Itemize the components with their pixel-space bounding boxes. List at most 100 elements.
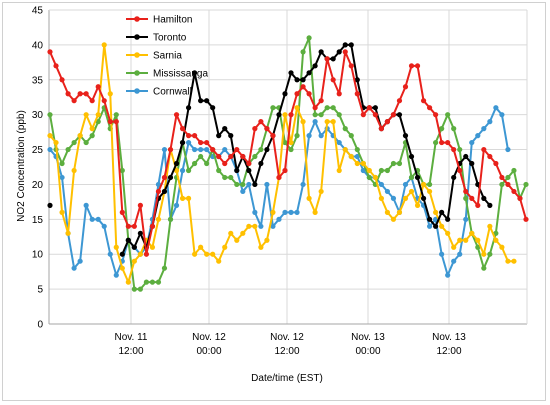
y-tick-label: 30 [32,110,44,121]
data-point-sarnia [420,181,427,188]
data-point-hamilton [378,126,384,132]
data-point-toronto [276,112,282,118]
data-point-sarnia [300,119,306,125]
data-point-sarnia [499,244,505,250]
data-point-toronto [258,160,264,167]
data-point-hamilton [342,49,348,55]
data-point-cornwall [457,251,463,257]
data-point-sarnia [294,105,300,111]
data-point-toronto [396,112,403,118]
data-point-sarnia [101,42,107,48]
data-point-mississauga [505,174,511,181]
data-point-sarnia [372,174,378,181]
legend-label-sarnia: Sarnia [153,51,182,62]
data-point-mississauga [137,286,143,292]
data-point-cornwall [77,258,83,264]
data-point-hamilton [258,119,264,125]
data-point-mississauga [445,112,451,118]
series-hamilton [47,49,529,257]
y-tick-label: 5 [37,285,43,296]
data-point-hamilton [276,174,282,181]
data-point-hamilton [306,91,312,97]
data-point-mississauga [282,139,288,146]
data-point-hamilton [270,133,276,139]
legend-label-cornwall: Cornwall [153,87,192,98]
data-point-cornwall [173,202,180,208]
data-point-hamilton [354,91,360,97]
data-point-mississauga [457,146,463,153]
data-point-sarnia [408,188,415,195]
data-point-sarnia [366,167,372,174]
data-point-sarnia [330,119,336,125]
data-point-mississauga [185,167,192,174]
data-point-cornwall [95,216,101,222]
data-point-mississauga [396,160,403,167]
data-point-mississauga [439,126,445,132]
data-point-toronto [252,181,258,188]
data-point-cornwall [264,181,270,188]
data-point-sarnia [216,258,222,264]
data-point-sarnia [83,112,89,118]
data-point-sarnia [348,153,354,160]
data-point-toronto [192,70,198,76]
data-point-toronto [228,133,234,139]
data-point-mississauga [463,195,469,201]
x-tick-labels: Nov. 11 12:00 Nov. 12 00:00 Nov. 12 12:00 Nov.… [115,332,467,357]
data-point-sarnia [137,251,143,257]
data-point-mississauga [354,146,360,153]
data-point-sarnia [47,133,53,139]
data-point-toronto [161,188,168,195]
data-point-mississauga [240,181,246,188]
data-point-cornwall [185,139,192,146]
data-point-sarnia [131,258,137,264]
data-point-hamilton [228,153,234,160]
x-tick-label: Nov. 13 [351,332,385,343]
data-point-hamilton [511,188,517,195]
data-point-toronto [210,105,216,111]
data-point-mississauga [161,265,168,271]
data-point-hamilton [300,84,306,90]
data-point-toronto [330,56,336,62]
data-point-hamilton [505,181,511,188]
data-point-mississauga [493,230,499,236]
data-point-mississauga [408,174,415,181]
data-point-hamilton [294,91,300,97]
data-point-mississauga [198,153,204,160]
data-point-sarnia [204,251,210,257]
data-point-hamilton [414,63,421,69]
y-tick-label: 25 [32,145,44,156]
data-point-hamilton [59,77,65,83]
x-tick-label: Nov. 12 [192,332,226,343]
data-point-sarnia [469,230,475,236]
data-point-sarnia [414,202,421,208]
data-point-mississauga [47,112,53,118]
data-point-hamilton [360,112,366,118]
data-point-toronto [264,146,270,153]
series-line-mississauga [49,36,527,291]
data-point-hamilton [204,139,210,146]
x-tick-label: 00:00 [355,346,380,357]
data-point-sarnia [475,237,481,243]
data-point-mississauga [83,139,89,146]
data-point-sarnia [95,112,101,118]
data-point-cornwall [493,105,499,111]
data-point-toronto [222,126,228,132]
data-point-toronto [439,209,445,215]
series-mississauga [47,35,529,292]
data-point-cornwall [306,133,312,139]
data-point-hamilton [234,146,240,153]
data-point-mississauga [65,146,71,153]
data-point-toronto [487,202,493,208]
data-point-mississauga [216,167,222,174]
data-point-hamilton [173,112,180,118]
data-point-toronto [414,174,421,181]
data-point-mississauga [270,105,276,111]
data-point-sarnia [384,209,391,215]
data-point-toronto [354,77,360,83]
data-point-hamilton [216,153,222,160]
data-point-cornwall [179,167,186,174]
data-point-mississauga [119,167,125,174]
data-point-hamilton [324,56,330,62]
data-point-cornwall [192,146,198,153]
axes [48,9,528,325]
